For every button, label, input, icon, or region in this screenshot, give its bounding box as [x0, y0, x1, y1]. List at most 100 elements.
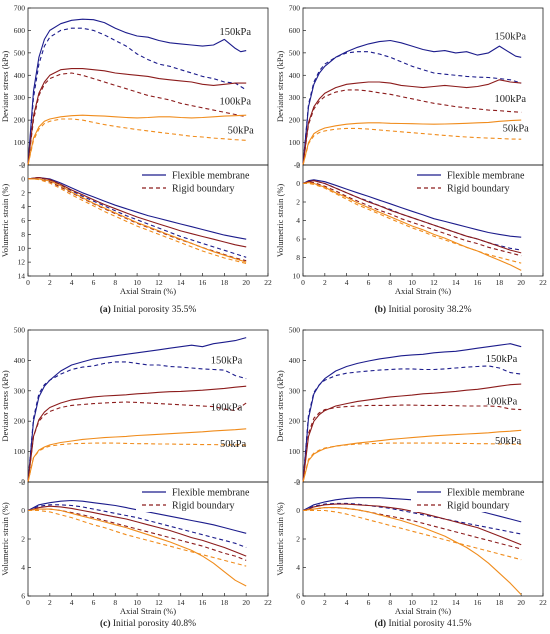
x-tick-label: 22: [539, 598, 547, 607]
volumetric-curve-100kPa-flexible: [27, 176, 247, 248]
x-tick-label: 14: [452, 278, 460, 287]
volumetric-curve-50kPa-rigid: [28, 509, 247, 567]
y-tick-label: 6: [296, 235, 300, 244]
y-axis-label-volumetric: Volumetric strain (%): [275, 502, 285, 576]
confining-pressure-label: 150kPa: [220, 27, 252, 38]
x-tick-label: 16: [199, 598, 207, 607]
x-tick-label: 22: [539, 278, 547, 287]
y-tick-label: 500: [14, 48, 26, 57]
x-tick-label: 16: [474, 278, 482, 287]
y-axis-label-volumetric: Volumetric strain (%): [0, 502, 10, 576]
confining-pressure-label: 50kPa: [495, 436, 522, 447]
stress-curve-50kPa-flexible: [302, 429, 522, 483]
y-tick-label: 2: [21, 188, 25, 197]
y-tick-label: 12: [18, 258, 26, 267]
x-tick-label: 8: [388, 278, 392, 287]
volumetric-curve-50kPa-rigid: [303, 182, 522, 264]
volumetric-curve-100kPa-rigid: [28, 178, 247, 262]
panel-caption-label: (b): [374, 304, 388, 315]
stress-curve-100kPa-rigid: [302, 89, 522, 166]
stress-curve-150kPa-rigid: [302, 51, 522, 166]
y-tick-label: 6: [21, 592, 25, 601]
x-tick-label: 2: [323, 598, 327, 607]
y-tick-label: 0: [21, 174, 25, 183]
panel-caption-label: (c): [100, 618, 113, 629]
confining-pressure-label: 50kPa: [220, 439, 247, 450]
y-tick-label: 8: [21, 230, 25, 239]
panel-caption-text: Initial porosity 41.5%: [388, 619, 471, 629]
y-tick-label: 100: [289, 447, 301, 456]
y-axis-label-volumetric: Volumetric strain (%): [0, 184, 10, 258]
volumetric-curve-50kPa-rigid: [303, 509, 522, 561]
y-tick-label: 0: [296, 161, 300, 170]
y-tick-label: 10: [293, 272, 301, 281]
x-tick-label: 2: [48, 598, 52, 607]
x-tick-label: 14: [177, 278, 185, 287]
legend-label-rigid: Rigid boundary: [447, 501, 510, 512]
volumetric-curve-50kPa-flexible: [302, 507, 522, 595]
panel-caption-label: (a): [100, 304, 113, 315]
y-tick-label: 10: [18, 244, 26, 253]
confining-pressure-label: 150kPa: [495, 31, 527, 42]
y-tick-label: 400: [14, 356, 26, 365]
y-tick-label: 100: [14, 138, 26, 147]
y-tick-label: 2: [21, 535, 25, 544]
y-axis-label-stress: Deviator stress (kPa): [275, 370, 285, 441]
stress-curve-50kPa-rigid: [27, 442, 247, 483]
y-axis-label-stress: Deviator stress (kPa): [275, 51, 285, 122]
panel-caption: (b) Initial porosity 38.2%: [374, 304, 471, 315]
x-tick-label: 2: [323, 278, 327, 287]
y-axis-label-stress: Deviator stress (kPa): [0, 370, 10, 441]
y-tick-label: 0: [296, 179, 300, 188]
volumetric-curve-150kPa-rigid: [27, 176, 247, 258]
confining-pressure-label: 50kPa: [503, 123, 530, 134]
stress-curve-50kPa-rigid: [302, 442, 522, 483]
y-tick-label: 500: [14, 326, 26, 335]
volumetric-curve-50kPa-flexible: [27, 508, 247, 587]
x-tick-label: 14: [177, 598, 185, 607]
y-axis-label-volumetric: Volumetric strain (%): [275, 184, 285, 258]
legend-box: [136, 167, 266, 195]
stress-curve-50kPa-flexible: [27, 114, 247, 166]
x-tick-label: 6: [367, 598, 371, 607]
y-tick-label: 200: [14, 116, 26, 125]
x-tick-label: 4: [70, 278, 74, 287]
x-tick-label: 12: [430, 278, 438, 287]
x-tick-label: 20: [242, 278, 250, 287]
y-tick-label: 6: [21, 216, 25, 225]
stress-curve-150kPa-rigid: [302, 365, 522, 483]
x-tick-label: 0: [26, 598, 30, 607]
volumetric-curve-50kPa-flexible: [302, 182, 522, 271]
x-tick-label: 18: [496, 278, 504, 287]
y-tick-label: 200: [14, 417, 26, 426]
legend-label-rigid: Rigid boundary: [172, 184, 235, 195]
volumetric-curve-100kPa-flexible: [302, 503, 522, 546]
x-tick-label: 20: [517, 278, 525, 287]
y-tick-label: 500: [289, 326, 301, 335]
x-tick-label: 18: [496, 598, 504, 607]
x-tick-label: 18: [221, 278, 229, 287]
y-tick-label: 300: [14, 93, 26, 102]
volumetric-curve-100kPa-rigid: [302, 182, 522, 257]
x-tick-label: 12: [155, 598, 163, 607]
stress-curve-150kPa-rigid: [27, 361, 247, 483]
x-tick-label: 22: [264, 278, 272, 287]
stress-curve-100kPa-flexible: [27, 385, 247, 483]
volumetric-curve-100kPa-rigid: [302, 507, 522, 550]
stress-curve-100kPa-rigid: [302, 404, 522, 483]
x-tick-label: 20: [517, 598, 525, 607]
x-tick-label: 6: [92, 598, 96, 607]
x-tick-label: 10: [408, 598, 416, 607]
stress-curve-100kPa-flexible: [302, 383, 522, 483]
panel-caption: (d) Initial porosity 41.5%: [374, 618, 471, 629]
confining-pressure-label: 100kPa: [220, 96, 252, 107]
x-axis-label: Axial Strain (%): [120, 286, 176, 296]
x-tick-label: 4: [70, 598, 74, 607]
x-tick-label: 6: [367, 278, 371, 287]
y-tick-label: 0: [21, 161, 25, 170]
y-tick-label: 4: [21, 563, 25, 572]
x-tick-label: 10: [408, 278, 416, 287]
y-tick-label: 0: [21, 478, 25, 487]
x-tick-label: 0: [301, 278, 305, 287]
